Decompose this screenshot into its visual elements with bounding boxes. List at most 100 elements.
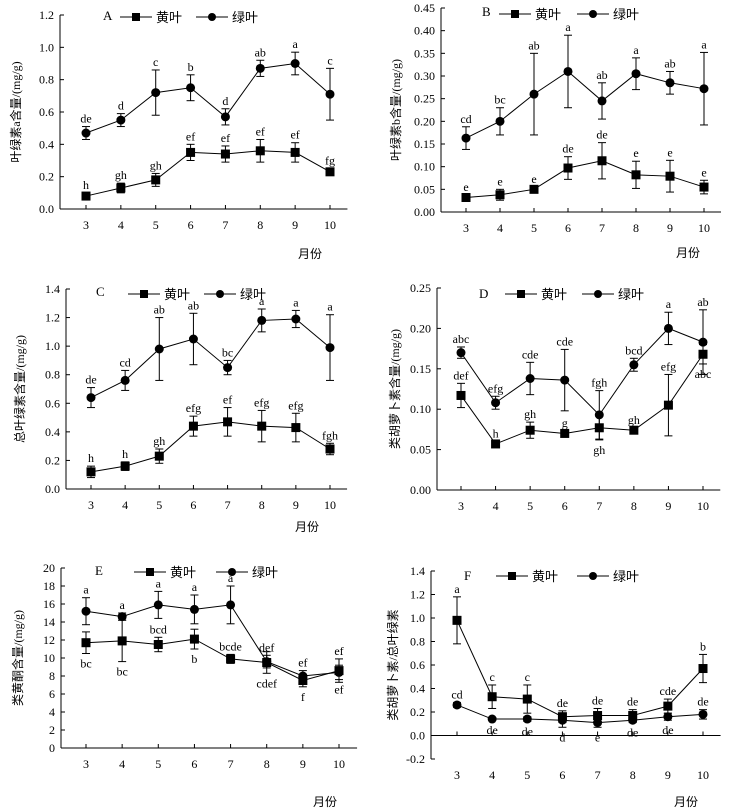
significance-label: efg xyxy=(254,395,269,409)
x-tick-label: 4 xyxy=(122,498,128,512)
x-tick-label: 7 xyxy=(599,221,605,235)
data-point-circle xyxy=(663,712,673,722)
y-tick-label: 6 xyxy=(49,687,55,701)
x-tick-label: 5 xyxy=(531,221,537,235)
x-axis-label: 月份 xyxy=(674,795,698,809)
x-tick-label: 5 xyxy=(527,499,533,513)
x-tick-label: 4 xyxy=(489,768,495,782)
y-tick-label: 0.20 xyxy=(410,321,431,335)
significance-label: cde xyxy=(660,684,677,698)
significance-label: gh xyxy=(593,443,605,457)
significance-label: de xyxy=(522,724,533,738)
data-point-square xyxy=(86,467,96,477)
series-line xyxy=(90,421,331,473)
significance-label: def xyxy=(259,640,274,654)
data-point-square xyxy=(563,163,573,173)
significance-label: efg xyxy=(186,401,201,415)
data-point-circle xyxy=(699,84,709,94)
data-point-circle xyxy=(116,115,126,125)
significance-label: abc xyxy=(695,367,712,381)
significance-label: cdef xyxy=(256,676,277,690)
y-tick-label: 0.2 xyxy=(410,705,425,719)
data-point-square xyxy=(698,664,708,674)
y-tick-label: 0.6 xyxy=(39,105,54,119)
y-tick-label: 0.05 xyxy=(414,182,435,196)
x-tick-label: 9 xyxy=(667,221,673,235)
data-point-square xyxy=(223,417,233,427)
data-point-circle xyxy=(153,600,163,610)
data-point-square xyxy=(529,184,539,194)
panel-letter: D xyxy=(479,286,488,301)
series-line xyxy=(465,70,705,139)
x-tick-label: 9 xyxy=(665,768,671,782)
y-tick-label: 12 xyxy=(43,633,55,647)
significance-label: e xyxy=(595,730,600,744)
x-tick-label: 3 xyxy=(83,218,89,232)
significance-label: efg xyxy=(288,398,303,412)
data-point-square xyxy=(663,400,673,410)
data-point-circle xyxy=(452,700,462,710)
y-tick-label: 1.2 xyxy=(45,311,60,325)
x-tick-label: 9 xyxy=(300,757,306,771)
data-point-circle xyxy=(495,116,505,126)
x-tick-label: 4 xyxy=(118,218,124,232)
y-tick-label: 0.00 xyxy=(410,483,431,497)
significance-label: gh xyxy=(628,413,640,427)
y-tick-label: 0.25 xyxy=(414,92,435,106)
data-point-circle xyxy=(663,323,673,333)
x-tick-label: 10 xyxy=(697,499,709,513)
significance-label: ef xyxy=(186,129,195,143)
x-axis-label: 月份 xyxy=(298,247,322,261)
series-green xyxy=(452,700,708,728)
data-point-square xyxy=(665,171,675,181)
data-point-circle xyxy=(522,714,532,724)
y-tick-label: 0 xyxy=(49,741,55,755)
significance-label: ab xyxy=(154,303,165,317)
x-tick-label: 8 xyxy=(633,221,639,235)
data-point-circle xyxy=(226,600,236,610)
series-yellow xyxy=(452,596,708,724)
x-tick-label: 5 xyxy=(155,757,161,771)
y-tick-label: 0.4 xyxy=(410,682,425,696)
data-point-circle xyxy=(491,398,501,408)
data-point-square xyxy=(628,711,638,721)
data-point-circle xyxy=(86,393,96,403)
legend-label-yellow: 黄叶 xyxy=(532,569,558,584)
chart-panel-c: 0.0 0.2 0.4 0.6 0.8 1.0 1.2 1.4 3 4 5 6 7 8 9 10 总叶绿素含量/… xyxy=(12,282,348,534)
legend-square-marker xyxy=(508,572,516,580)
data-point-square xyxy=(226,654,236,664)
x-axis-label: 月份 xyxy=(313,795,337,809)
x-tick-label: 8 xyxy=(259,498,265,512)
significance-label: e xyxy=(633,146,638,160)
legend-label-yellow: 黄叶 xyxy=(156,10,182,25)
y-tick-label: 18 xyxy=(43,579,55,593)
significance-label: e xyxy=(667,145,672,159)
y-tick-label: 0.10 xyxy=(410,402,431,416)
data-point-circle xyxy=(557,715,567,725)
series-line xyxy=(460,327,704,416)
significance-label: c xyxy=(153,55,158,69)
legend-circle-marker xyxy=(594,290,602,298)
significance-label: fgh xyxy=(591,376,607,390)
significance-label: bcd xyxy=(625,343,642,357)
significance-label: a xyxy=(327,300,333,314)
data-point-square xyxy=(154,451,164,461)
data-point-circle xyxy=(525,373,535,383)
y-tick-label: 0.40 xyxy=(414,24,435,38)
x-tick-label: 3 xyxy=(88,498,94,512)
y-tick-label: 0.25 xyxy=(410,281,431,295)
significance-label: a xyxy=(83,583,89,597)
significance-label: bcde xyxy=(219,639,242,653)
x-tick-label: 3 xyxy=(458,499,464,513)
chart-panel-a: 0.0 0.2 0.4 0.6 0.8 1.0 1.2 3 4 5 6 7 8 9 10 叶绿素a含量/(mg… xyxy=(8,8,348,261)
y-axis-label: 类黄酮含量/(mg/g) xyxy=(10,610,25,706)
data-point-circle xyxy=(461,133,471,143)
x-tick-label: 3 xyxy=(83,757,89,771)
data-point-circle xyxy=(628,715,638,725)
significance-label: ef xyxy=(223,393,232,407)
significance-label: ab xyxy=(188,298,199,312)
data-point-square xyxy=(495,190,505,200)
significance-label: bc xyxy=(222,345,233,359)
y-tick-label: 0.30 xyxy=(414,69,435,83)
